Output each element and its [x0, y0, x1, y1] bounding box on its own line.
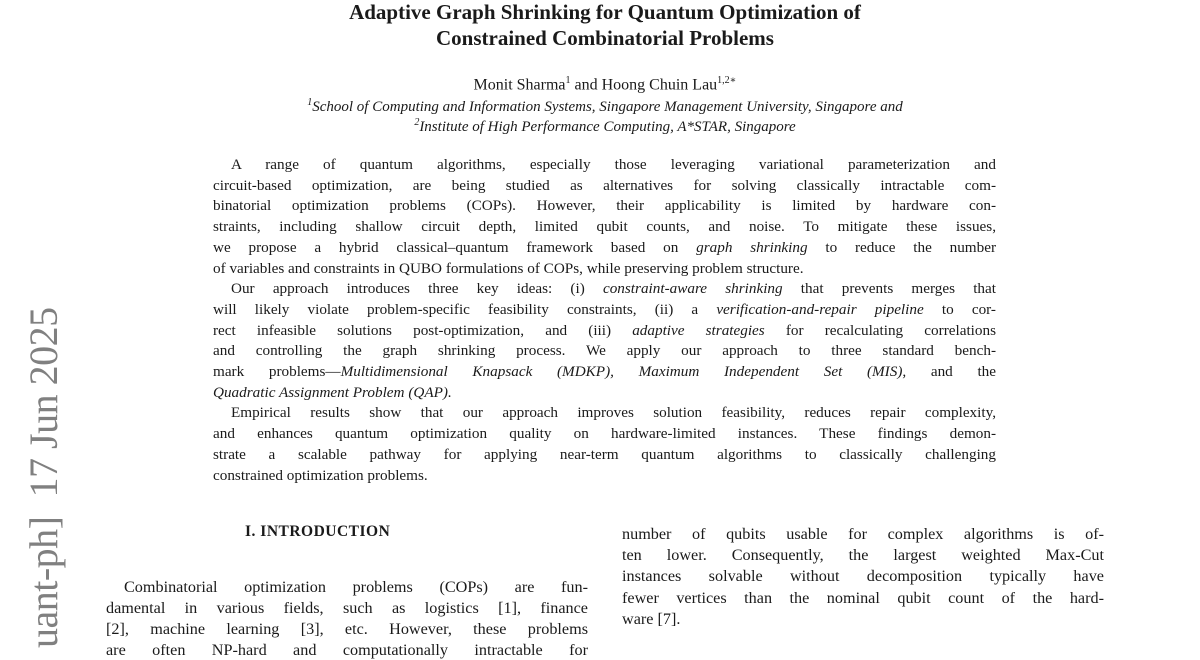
text-segment: Empirical results show that our approach… [231, 404, 996, 422]
arxiv-watermark: uant-ph] 17 Jun 2025 [20, 307, 67, 648]
text-segment: and enhances quantum optimization qualit… [213, 425, 996, 443]
text-line: of variables and constraints in QUBO for… [213, 259, 996, 279]
text-line: circuit-based optimization, are being st… [213, 176, 996, 196]
text-segment: Our approach introduces three key ideas:… [231, 280, 603, 298]
section-heading: I. INTRODUCTION [245, 523, 391, 540]
text-line: number of qubits usable for complex algo… [622, 524, 1104, 544]
text-line: A range of quantum algorithms, especiall… [213, 155, 996, 175]
text-line: binatorial optimization problems (COPs).… [213, 196, 996, 216]
authors-and: and [570, 76, 602, 94]
text-segment: [2], machine learning [3], etc. However,… [106, 620, 588, 638]
text-segment: ten lower. Consequently, the largest wei… [622, 546, 1104, 565]
text-segment: are often NP-hard and computationally in… [106, 641, 588, 659]
text-segment: will likely violate problem-specific fea… [213, 300, 717, 318]
text-line: and enhances quantum optimization qualit… [213, 424, 996, 444]
text-line: Quadratic Assignment Problem (QAP). [213, 383, 996, 403]
italic-text: graph shrinking [696, 238, 808, 256]
affiliation-1-sup: 1 [307, 97, 313, 108]
italic-text: adaptive strategies [632, 321, 765, 339]
text-line: fewer vertices than the nominal qubit co… [622, 588, 1104, 608]
text-line: ten lower. Consequently, the largest wei… [622, 545, 1104, 565]
text-line: Combinatorial optimization problems (COP… [106, 577, 588, 597]
text-line: Our approach introduces three key ideas:… [213, 279, 996, 299]
text-line: instances solvable without decomposition… [622, 566, 1104, 586]
text-segment: to cor- [923, 300, 996, 318]
watermark-date: 17 Jun 2025 [21, 307, 66, 498]
authors: Monit Sharma1 and Hoong Chuin Lau1,2∗ [0, 75, 1200, 94]
italic-text: Multidimensional Knapsack (MDKP), Maximu… [340, 363, 907, 380]
text-line: mark problems—Multidimensional Knapsack … [213, 362, 996, 382]
text-segment: constrained optimization problems. [213, 466, 428, 484]
author-1: Monit Sharma [473, 76, 566, 94]
text-line: constrained optimization problems. [213, 466, 996, 486]
text-segment: we propose a hybrid classical–quantum fr… [213, 238, 697, 256]
text-segment: number of qubits usable for complex algo… [622, 525, 1104, 543]
text-segment: A range of quantum algorithms, especiall… [231, 156, 996, 173]
text-line: we propose a hybrid classical–quantum fr… [213, 238, 996, 258]
text-segment: instances solvable without decomposition… [622, 567, 1104, 586]
text-line: and controlling the graph shrinking proc… [213, 341, 996, 361]
affiliation-2-text: Institute of High Performance Computing,… [419, 119, 796, 135]
text-segment: and controlling the graph shrinking proc… [213, 342, 996, 360]
text-line: will likely violate problem-specific fea… [213, 300, 996, 320]
text-line: straints, including shallow circuit dept… [213, 217, 996, 237]
paper-title-line-1: Adaptive Graph Shrinking for Quantum Opt… [349, 0, 861, 24]
text-segment: to reduce the number [807, 238, 996, 256]
text-segment: ware [7]. [622, 609, 681, 628]
watermark-category: uant-ph] [21, 516, 66, 648]
italic-text: verification-and-repair pipeline [716, 300, 924, 318]
affiliation-1-text: School of Computing and Information Syst… [312, 99, 903, 115]
text-line: strate a scalable pathway for applying n… [213, 445, 996, 465]
text-line: Empirical results show that our approach… [213, 403, 996, 423]
text-segment: straints, including shallow circuit dept… [213, 218, 996, 236]
text-segment: binatorial optimization problems (COPs).… [213, 197, 996, 215]
text-segment: fewer vertices than the nominal qubit co… [622, 588, 1104, 607]
text-line: damental in various fields, such as logi… [106, 598, 588, 618]
text-line: are often NP-hard and computationally in… [106, 640, 588, 660]
text-segment: damental in various fields, such as logi… [106, 599, 588, 617]
author-1-sup: 1 [565, 75, 571, 86]
text-segment: mark problems— [213, 363, 341, 380]
text-segment: strate a scalable pathway for applying n… [213, 445, 996, 463]
text-segment: rect infeasible solutions post-optimizat… [213, 321, 633, 339]
text-segment: Combinatorial optimization problems (COP… [124, 578, 588, 596]
italic-text: constraint-aware shrinking [602, 280, 783, 298]
paper-title-line-2: Constrained Combinatorial Problems [436, 26, 774, 50]
text-line: [2], machine learning [3], etc. However,… [106, 619, 588, 639]
text-line: ware [7]. [622, 609, 1104, 629]
affiliation-2: 2Institute of High Performance Computing… [0, 117, 1200, 136]
text-segment: of variables and constraints in QUBO for… [213, 259, 804, 277]
affiliation-2-sup: 2 [414, 117, 420, 128]
text-segment: that prevents merges that [782, 280, 996, 298]
text-segment: circuit-based optimization, are being st… [213, 176, 996, 194]
text-line: rect infeasible solutions post-optimizat… [213, 321, 996, 341]
affiliation-1: 1School of Computing and Information Sys… [0, 97, 1200, 116]
author-2-sup: 1,2∗ [717, 75, 737, 86]
author-2: Hoong Chuin Lau [601, 76, 718, 94]
text-segment: for recalculating correlations [764, 321, 996, 339]
text-segment: and the [906, 363, 996, 380]
italic-text: Quadratic Assignment Problem (QAP). [213, 383, 452, 401]
